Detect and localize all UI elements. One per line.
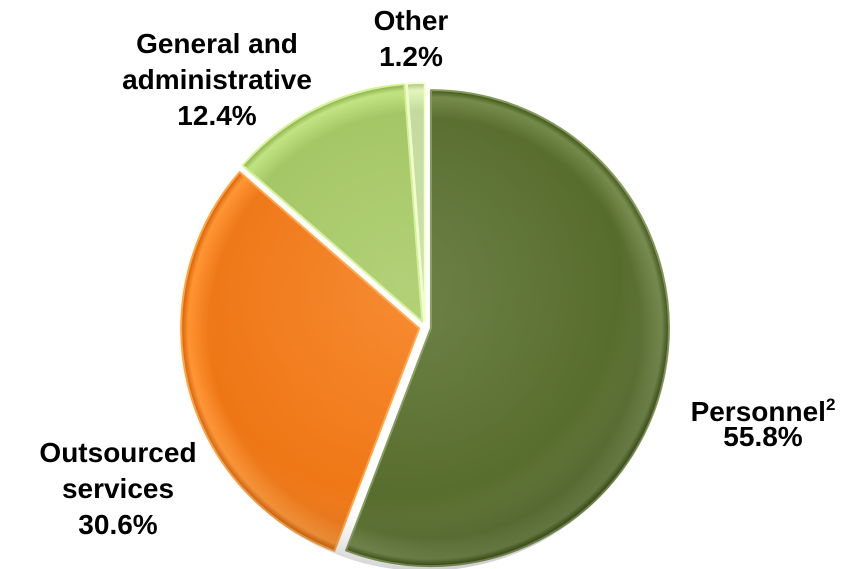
pie-value-label: 1.2% — [379, 41, 443, 72]
pie-label-outsourced-services: Outsourced services 30.6% — [39, 437, 196, 540]
pie-label-other: Other 1.2% — [374, 5, 449, 72]
pie-value-label: 55.8% — [723, 421, 802, 452]
pie-value-label: 30.6% — [78, 509, 157, 540]
pie-category-label: General and — [136, 28, 298, 59]
pie-label-superscript: 2 — [826, 395, 835, 414]
pie-label-general-and-administrative: General and administrative 12.4% — [122, 28, 312, 131]
pie-category-label: Outsourced — [39, 437, 196, 468]
pie-label-personnel: Personnel2 55.8% — [691, 395, 836, 452]
pie-labels: Personnel2 55.8% Outsourced services 30.6% Ge… — [39, 5, 835, 540]
pie-category-label: services — [62, 473, 174, 504]
pie-slices — [180, 82, 670, 568]
pie-category-label: administrative — [122, 64, 312, 95]
pie-category-label: Personnel — [691, 396, 826, 427]
pie-category-label: Other — [374, 5, 449, 36]
pie-value-label: 12.4% — [177, 100, 256, 131]
